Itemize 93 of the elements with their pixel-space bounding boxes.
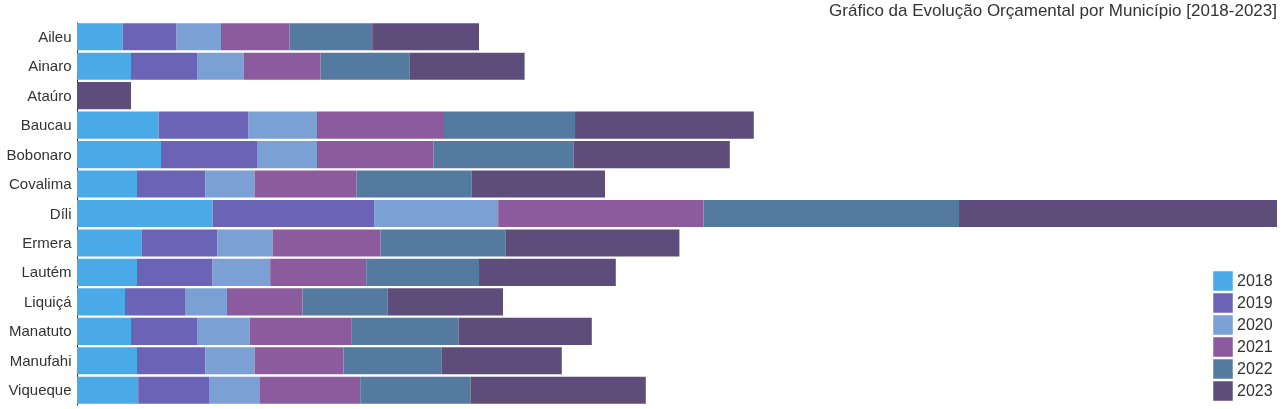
bar: [374, 199, 499, 228]
y-tick-label: Liquiçá: [23, 292, 73, 310]
bar: [77, 52, 131, 80]
y-tick-label: Aileu: [38, 27, 72, 45]
bar: [77, 199, 213, 228]
bar: [259, 376, 361, 404]
legend-label: 2018: [1237, 272, 1273, 289]
bar: [77, 317, 131, 345]
bar: [272, 229, 381, 257]
bar: [248, 111, 317, 139]
bar: [77, 141, 161, 169]
bar: [498, 199, 704, 228]
bar: [77, 170, 137, 198]
bar: [441, 347, 562, 375]
y-tick-label: Manufahi: [9, 351, 72, 369]
bar: [254, 347, 344, 375]
y-tick-label: Ermera: [22, 233, 73, 251]
bar: [470, 376, 646, 404]
bar: [212, 258, 271, 286]
legend-label: 2021: [1237, 338, 1273, 355]
y-tick-label: Baucau: [20, 116, 72, 134]
bar: [409, 52, 525, 80]
y-tick-label: Lautém: [21, 263, 72, 281]
legend-label: 2019: [1237, 294, 1273, 311]
bar: [443, 111, 575, 139]
bar: [249, 317, 352, 345]
bar: [158, 111, 249, 139]
bar: [387, 288, 503, 316]
bar: [77, 23, 123, 51]
bar: [471, 170, 605, 198]
bar: [573, 141, 730, 169]
bar: [77, 82, 131, 110]
bar: [77, 258, 137, 286]
bar: [161, 141, 257, 169]
bar: [77, 347, 137, 375]
bar: [289, 23, 373, 51]
bar: [77, 376, 139, 404]
bar: [320, 52, 410, 80]
y-tick-label: Covalima: [8, 175, 73, 193]
bar: [380, 229, 506, 257]
bar: [366, 258, 479, 286]
bar: [227, 288, 303, 316]
bar: [176, 23, 221, 51]
bar: [197, 52, 244, 80]
bar: [209, 376, 260, 404]
bar: [122, 23, 177, 51]
bar: [77, 111, 159, 139]
bar: [317, 141, 434, 169]
bar: [137, 347, 206, 375]
bar: [458, 317, 592, 345]
y-tick-label: Díli: [49, 204, 72, 222]
bar: [302, 288, 388, 316]
y-tick-label: Ainaro: [28, 57, 72, 75]
bar: [77, 229, 142, 257]
bar: [131, 52, 197, 80]
bar: [959, 199, 1277, 228]
bar: [356, 170, 472, 198]
bar: [575, 111, 754, 139]
bar: [243, 52, 321, 80]
bar: [433, 141, 574, 169]
bar: [270, 258, 367, 286]
bar: [185, 288, 227, 316]
bar: [137, 258, 213, 286]
bar: [137, 170, 206, 198]
bar: [505, 229, 680, 257]
legend-label: 2022: [1237, 360, 1273, 377]
y-tick-label: Ataúro: [27, 86, 72, 104]
bar: [131, 317, 197, 345]
bar: [254, 170, 357, 198]
bar: [212, 199, 375, 228]
bar: [221, 23, 290, 51]
bar: [217, 229, 273, 257]
y-tick-label: Viqueque: [8, 381, 72, 399]
bar: [372, 23, 479, 51]
bar: [257, 141, 317, 169]
y-tick-label: Bobonaro: [6, 145, 72, 163]
bar: [138, 376, 209, 404]
legend-label: 2023: [1237, 382, 1273, 399]
chart-title: Gráfico da Evolução Orçamental por Município [2018-2023]: [829, 1, 1277, 20]
bar: [205, 347, 255, 375]
bar: [197, 317, 250, 345]
bar: [141, 229, 218, 257]
y-tick-label: Manatuto: [8, 322, 72, 340]
bar: [479, 258, 616, 286]
bar: [343, 347, 442, 375]
bar: [360, 376, 471, 404]
bar: [703, 199, 959, 228]
bar: [125, 288, 185, 316]
bar: [351, 317, 459, 345]
bar: [77, 288, 125, 316]
legend-label: 2020: [1237, 316, 1273, 333]
bar: [205, 170, 255, 198]
bar: [317, 111, 443, 139]
